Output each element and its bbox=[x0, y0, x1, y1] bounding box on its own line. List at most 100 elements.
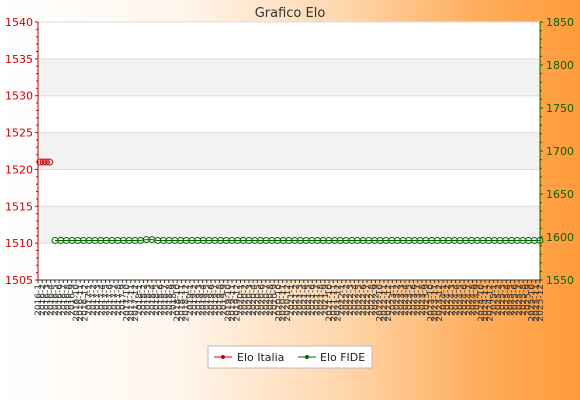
x-tick-label: 2019-4 bbox=[199, 284, 209, 316]
series-elo-fide bbox=[51, 236, 544, 244]
x-tick-label: 2018-5 bbox=[152, 284, 162, 316]
y-left-tick-label: 1510 bbox=[5, 237, 33, 250]
x-tick-label: 2023-2 bbox=[393, 284, 403, 316]
x-tick-label: 2019-8 bbox=[215, 284, 225, 316]
y-axis-left: 1505 1510 1515 1520 1525 1530 1535 1540 bbox=[5, 16, 39, 287]
x-tick-label: 2025-4 bbox=[502, 284, 512, 316]
x-tick-label: 2024-11 bbox=[481, 284, 491, 322]
x-tick-label: 2021-4 bbox=[300, 284, 310, 316]
x-tick-label: 2022-6 bbox=[359, 284, 369, 316]
x-tick-label: 2018-10 bbox=[173, 284, 183, 322]
plot-band bbox=[38, 58, 540, 96]
x-tick-label: 2020-11 bbox=[279, 284, 289, 322]
y-right-tick-label: 1600 bbox=[546, 231, 574, 244]
y-left-tick-label: 1525 bbox=[5, 127, 33, 140]
data-point bbox=[42, 158, 50, 166]
x-tick-label: 2016-1 bbox=[34, 284, 44, 316]
x-tick-label: 2020-4 bbox=[249, 284, 259, 316]
x-tick-label: 2021-11 bbox=[329, 284, 339, 322]
x-tick-label: 2025-5 bbox=[506, 284, 516, 316]
x-tick-label: 2023-5 bbox=[405, 284, 415, 316]
x-tick-label: 2022-11 bbox=[380, 284, 390, 322]
legend-marker-elo-fide bbox=[305, 355, 309, 359]
x-tick-label: 2017-5 bbox=[101, 284, 111, 316]
x-tick-label: 2021-7 bbox=[312, 284, 322, 316]
x-tick-label: 2020-9 bbox=[270, 284, 280, 316]
x-tick-label: 2023-4 bbox=[401, 284, 411, 316]
x-tick-label: 2022-12 bbox=[384, 284, 394, 322]
plot-bands bbox=[38, 22, 540, 280]
x-tick-label: 2017-1 bbox=[85, 284, 95, 316]
x-tick-label: 2016-4 bbox=[47, 284, 57, 316]
x-tick-label: 2025-10 bbox=[528, 284, 538, 322]
y-right-tick-label: 1700 bbox=[546, 145, 574, 158]
x-tick-label: 2022-10 bbox=[376, 284, 386, 322]
x-tick-label: 2022-7 bbox=[363, 284, 373, 316]
x-tick-label: 2017-3 bbox=[93, 284, 103, 316]
x-tick-label: 2017-2 bbox=[89, 284, 99, 316]
x-tick-label: 2022-5 bbox=[355, 284, 365, 316]
y-left-tick-label: 1505 bbox=[5, 274, 33, 287]
x-tick-label: 2018-7 bbox=[161, 284, 171, 316]
x-tick-label: 2025-7 bbox=[515, 284, 525, 316]
x-tick-label: 2025-8 bbox=[519, 284, 529, 316]
x-tick-label: 2023-11 bbox=[431, 284, 441, 322]
y-right-tick-label: 1800 bbox=[546, 59, 574, 72]
x-tick-label: 2019-2 bbox=[190, 284, 200, 316]
x-tick-label: 2019-6 bbox=[207, 284, 217, 316]
x-tick-label: 2024-9 bbox=[473, 284, 483, 316]
y-right-tick-label: 1750 bbox=[546, 102, 574, 115]
x-tick-label: 2019-10 bbox=[224, 284, 234, 322]
x-tick-label: 2016-3 bbox=[42, 284, 52, 316]
legend-marker-elo-italia bbox=[221, 355, 225, 359]
x-tick-label: 2023-7 bbox=[414, 284, 424, 316]
x-tick-label: 2020-5 bbox=[253, 284, 263, 316]
x-tick-label: 2017-12 bbox=[131, 284, 141, 322]
x-tick-label: 2016-12 bbox=[80, 284, 90, 322]
x-tick-label: 2023-1 bbox=[388, 284, 398, 316]
x-tick-label: 2018-11 bbox=[177, 284, 187, 322]
y-right-tick-label: 1550 bbox=[546, 274, 574, 287]
x-tick-label: 2017-7 bbox=[110, 284, 120, 316]
x-tick-label: 2017-11 bbox=[127, 284, 137, 322]
x-tick-label: 2019-1 bbox=[186, 284, 196, 316]
legend-label-elo-fide: Elo FIDE bbox=[320, 351, 365, 364]
x-tick-label: 2022-9 bbox=[371, 284, 381, 316]
y-right-tick-label: 1850 bbox=[546, 16, 574, 29]
y-left-tick-label: 1530 bbox=[5, 90, 33, 103]
x-tick-label: 2020-8 bbox=[266, 284, 276, 316]
x-tick-label: 2020-6 bbox=[258, 284, 268, 316]
x-tick-label: 2025-2 bbox=[494, 284, 504, 316]
x-tick-label: 2023-9 bbox=[422, 284, 432, 316]
x-tick-label: 2017-6 bbox=[106, 284, 116, 316]
x-tick-label: 2024-2 bbox=[443, 284, 453, 316]
x-tick-label: 2017-10 bbox=[123, 284, 133, 322]
plot-band bbox=[38, 132, 540, 170]
x-tick-label: 2025-6 bbox=[511, 284, 521, 316]
x-tick-label: 2023-10 bbox=[426, 284, 436, 322]
x-tick-label: 2023-6 bbox=[409, 284, 419, 316]
x-tick-label: 2024-4 bbox=[452, 284, 462, 316]
x-tick-label: 2018-9 bbox=[169, 284, 179, 316]
x-tick-label: 2023-12 bbox=[435, 284, 445, 322]
x-tick-label: 2016-6 bbox=[55, 284, 65, 316]
data-point bbox=[46, 158, 54, 166]
x-tick-label: 2016-9 bbox=[68, 284, 78, 316]
x-tick-label: 2023-8 bbox=[418, 284, 428, 316]
x-tick-label: 2025-11 bbox=[532, 284, 542, 322]
x-tick-label: 2024-8 bbox=[469, 284, 479, 316]
grid-lines bbox=[38, 21, 540, 281]
x-tick-label: 2025-12 bbox=[536, 284, 546, 322]
x-tick-label: 2016-7 bbox=[59, 284, 69, 316]
x-tick-label: 2021-6 bbox=[308, 284, 318, 316]
chart-title: Grafico Elo bbox=[255, 6, 326, 21]
x-tick-label: 2016-2 bbox=[38, 284, 48, 316]
x-tick-label: 2020-10 bbox=[274, 284, 284, 322]
x-tick-label: 2020-1 bbox=[236, 284, 246, 316]
x-tick-label: 2018-12 bbox=[182, 284, 192, 322]
x-tick-label: 2018-6 bbox=[156, 284, 166, 316]
x-tick-label: 2024-1 bbox=[439, 284, 449, 316]
x-tick-label: 2021-2 bbox=[291, 284, 301, 316]
x-tick-label: 2017-9 bbox=[118, 284, 128, 316]
